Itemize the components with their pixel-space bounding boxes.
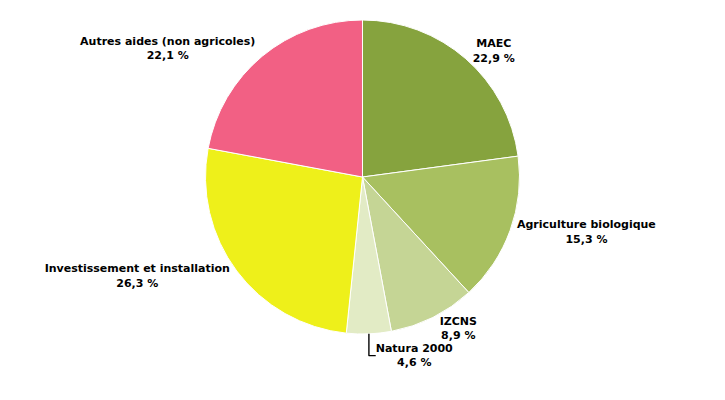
svg-text:Agriculture biologique15,3 %: Agriculture biologique15,3 % [517, 218, 656, 245]
svg-text:Autres aides (non agricoles)22: Autres aides (non agricoles)22,1 % [80, 35, 255, 62]
svg-text:IZCNS8,9 %: IZCNS8,9 % [440, 315, 477, 342]
svg-text:Investissement et installation: Investissement et installation26,3 % [45, 262, 230, 289]
svg-text:Natura 20004,6 %: Natura 20004,6 % [376, 342, 453, 369]
svg-text:MAEC22,9 %: MAEC22,9 % [473, 37, 515, 64]
